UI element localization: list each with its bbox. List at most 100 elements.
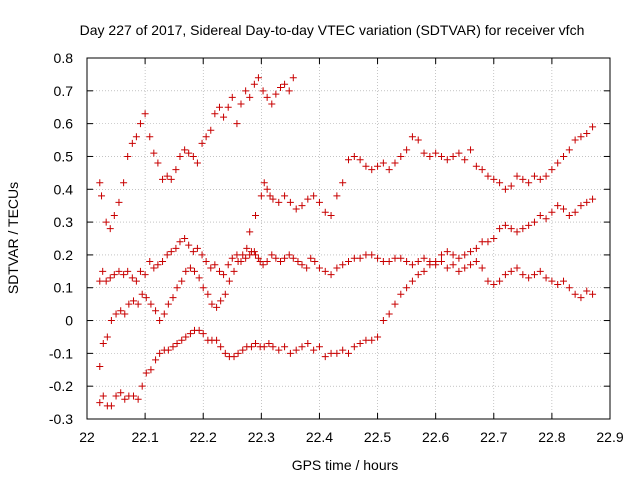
data-point (217, 297, 225, 305)
data-point (234, 349, 242, 357)
data-point (478, 166, 486, 174)
data-point (182, 267, 190, 275)
data-point (385, 310, 393, 318)
x-tick-labels: 22 22.1 22.2 22.3 22.4 22.5 22.6 22.7 22.8 22.9 (79, 429, 624, 445)
data-point (589, 195, 597, 203)
y-tick-label: 0.3 (54, 214, 74, 230)
data-point (414, 257, 422, 265)
y-tick-label: -0.3 (49, 411, 73, 427)
data-point (254, 254, 262, 262)
y-tick-label: 0.7 (54, 83, 74, 99)
data-point (256, 257, 264, 265)
x-tick-label: 22 (79, 429, 95, 445)
data-point (128, 139, 136, 147)
data-point (362, 162, 370, 170)
data-point (437, 152, 445, 160)
data-point (530, 172, 538, 180)
data-point (449, 152, 457, 160)
data-point (186, 330, 194, 338)
data-point (281, 80, 289, 88)
data-point (225, 277, 233, 285)
data-point (99, 267, 107, 275)
data-point (178, 336, 186, 344)
data-point (263, 257, 271, 265)
data-point (202, 257, 210, 265)
data-point (339, 179, 347, 187)
data-point (507, 182, 515, 190)
data-point (281, 192, 289, 200)
data-point (432, 257, 440, 265)
data-point (128, 274, 136, 282)
data-point (99, 392, 107, 400)
data-point (437, 251, 445, 259)
data-point (152, 307, 160, 315)
data-point (176, 152, 184, 160)
data-point (414, 136, 422, 144)
data-point (286, 198, 294, 206)
data-point (368, 166, 376, 174)
data-point (449, 261, 457, 269)
data-point (583, 129, 591, 137)
x-tick-label: 22.8 (538, 429, 565, 445)
data-point (202, 133, 210, 141)
data-point (530, 271, 538, 279)
data-point (542, 172, 550, 180)
data-point (159, 175, 167, 183)
data-point (246, 93, 254, 101)
data-point (98, 192, 106, 200)
data-point (461, 264, 469, 272)
data-point (233, 120, 241, 128)
data-point (385, 166, 393, 174)
data-point (554, 159, 562, 167)
data-point (472, 257, 480, 265)
data-point (260, 179, 268, 187)
data-point (103, 333, 111, 341)
data-point (548, 208, 556, 216)
data-point (138, 382, 146, 390)
data-point (571, 136, 579, 144)
data-point (374, 254, 382, 262)
data-point (507, 225, 515, 233)
data-point (96, 179, 104, 187)
data-point (321, 267, 329, 275)
data-point (385, 257, 393, 265)
data-point (112, 392, 120, 400)
data-point (141, 271, 149, 279)
data-point (178, 277, 186, 285)
data-point (307, 254, 315, 262)
data-point (186, 264, 194, 272)
data-point (560, 277, 568, 285)
data-point (315, 343, 323, 351)
data-point (298, 261, 306, 269)
data-point (449, 251, 457, 259)
data-point (356, 156, 364, 164)
data-point (333, 264, 341, 272)
data-point (243, 244, 251, 252)
data-point (525, 221, 533, 229)
data-point (490, 235, 498, 242)
y-tick-label: -0.2 (49, 378, 73, 394)
data-point (125, 300, 133, 308)
data-point (167, 175, 175, 183)
y-tick-label: 0.4 (54, 181, 74, 197)
data-point (269, 195, 277, 203)
data-point (374, 333, 382, 341)
data-point (121, 395, 129, 403)
data-point (268, 251, 276, 259)
data-point (304, 195, 312, 203)
data-point (577, 202, 585, 210)
data-point (461, 156, 469, 164)
data-point (199, 330, 207, 338)
data-point (467, 261, 475, 269)
data-point (268, 100, 276, 108)
data-point (356, 254, 364, 262)
y-tick-labels: -0.3 -0.2 -0.1 0 0.1 0.2 0.3 0.4 0.5 0.6 0.7 0.8 (49, 50, 73, 427)
data-point (120, 271, 128, 279)
data-point (169, 343, 177, 351)
data-point (239, 251, 247, 259)
data-point (237, 100, 245, 108)
data-point (221, 290, 229, 298)
data-point (102, 218, 110, 226)
data-point (146, 133, 154, 141)
y-tick-label: 0.1 (54, 280, 74, 296)
